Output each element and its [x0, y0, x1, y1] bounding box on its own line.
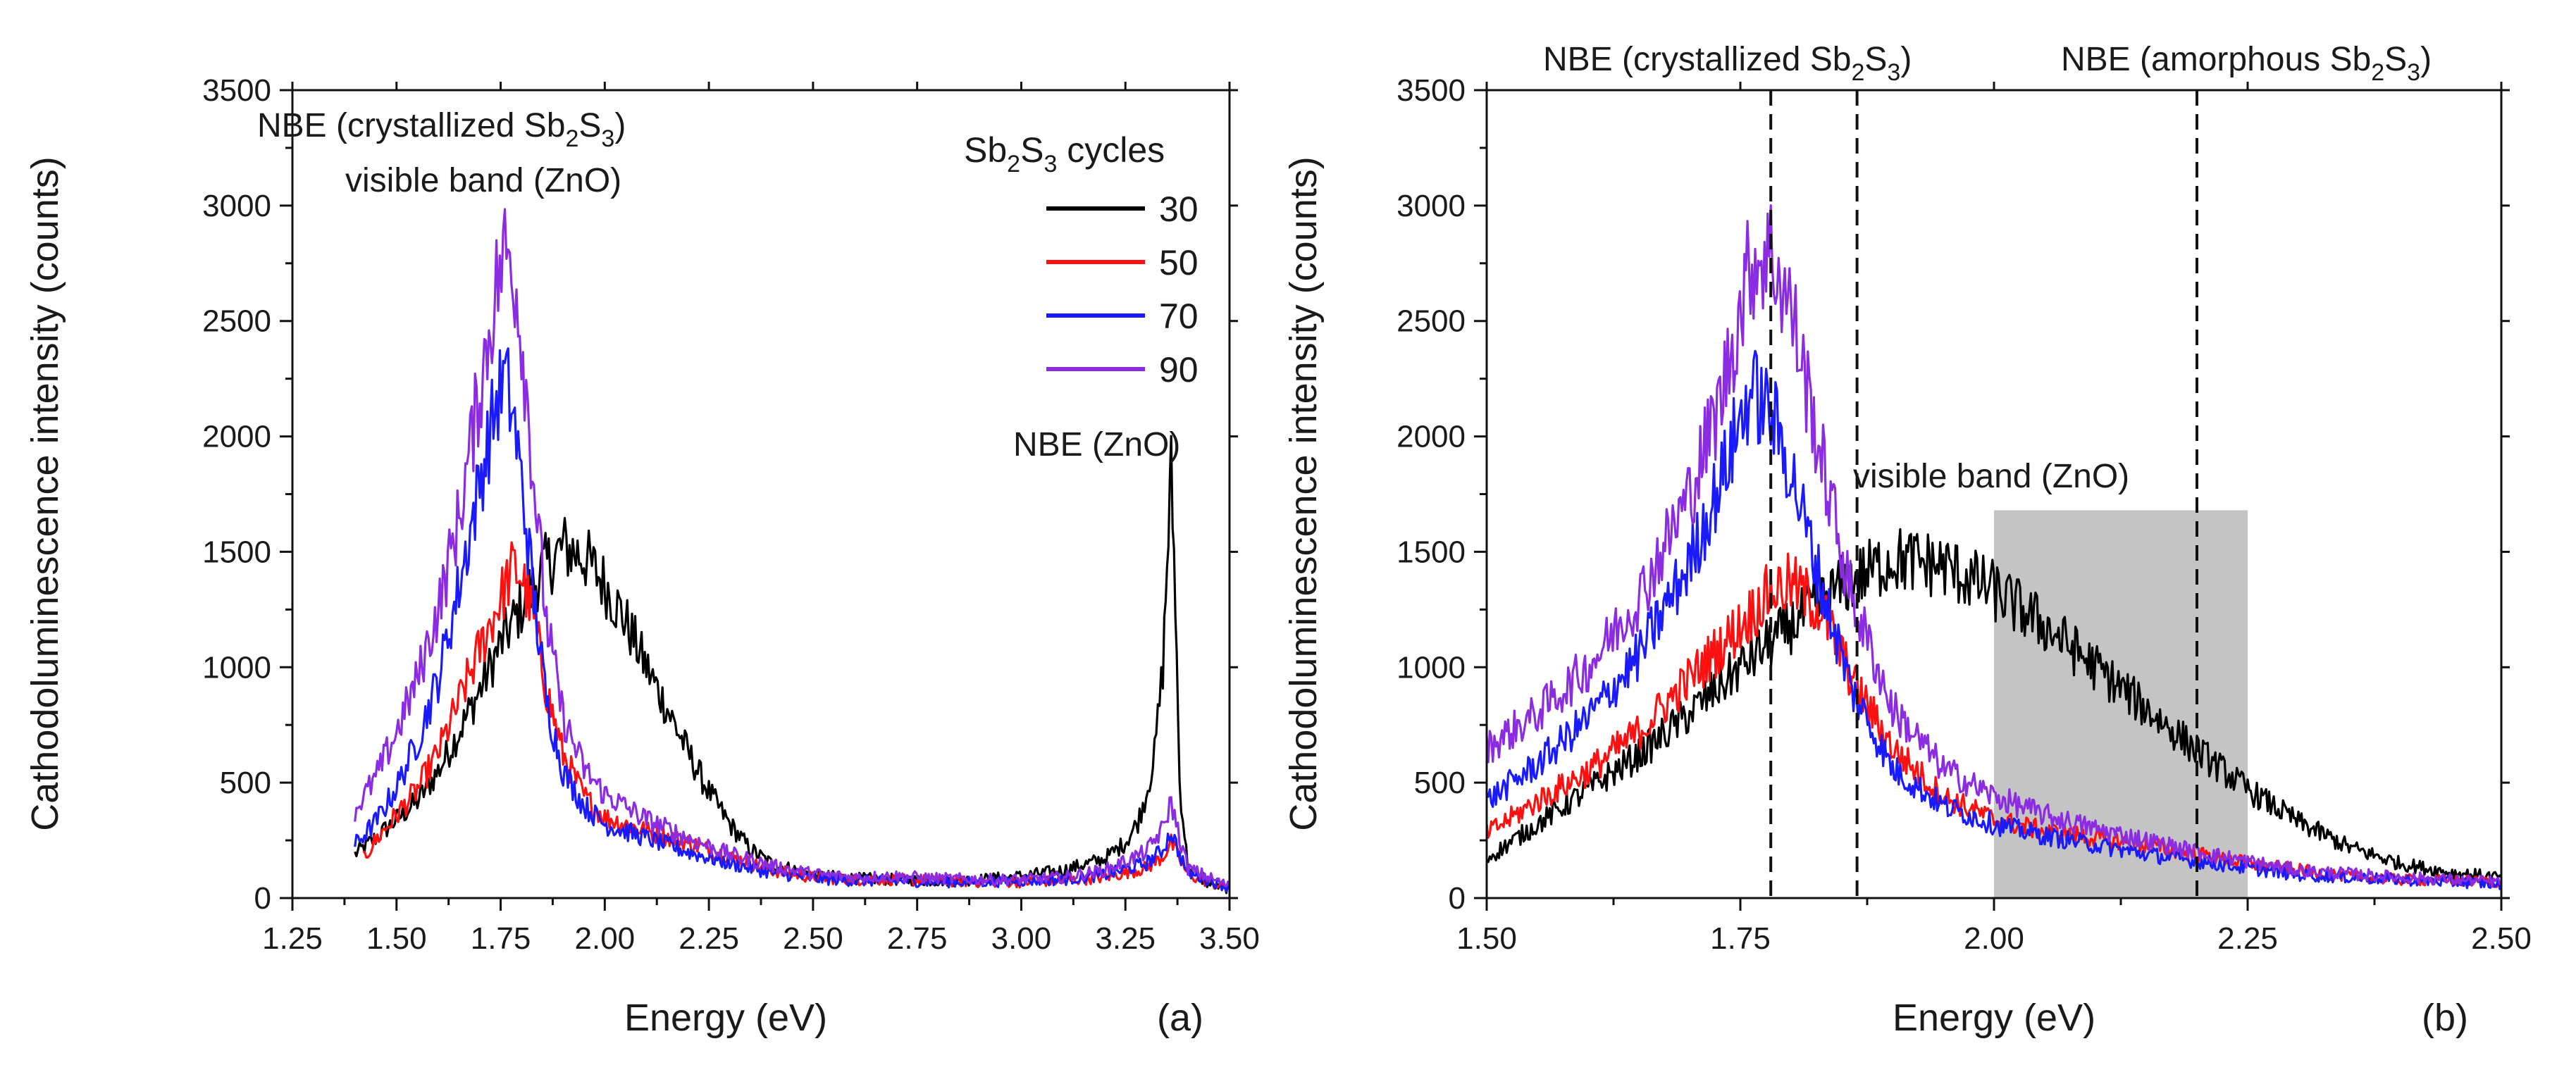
legend-label-30: 30 — [1159, 189, 1199, 229]
y-tick-label: 3500 — [1397, 73, 1466, 108]
panel-a-ticks: 1.25 1.50 1.75 2.00 2.25 2.50 2.75 3.00 3.25 3.50… — [202, 73, 1260, 956]
y-tick-label: 3000 — [202, 189, 271, 223]
x-tick-label: 2.50 — [783, 921, 843, 956]
y-tick-label: 3000 — [1397, 189, 1466, 223]
series-line-30 — [354, 435, 1231, 895]
y-tick-label: 1000 — [202, 650, 271, 685]
x-tick-label: 2.75 — [887, 921, 948, 956]
y-tick-label: 0 — [1449, 881, 1466, 916]
y-tick-label: 500 — [220, 766, 271, 800]
x-tick-label: 1.50 — [1456, 921, 1517, 956]
x-tick-label: 2.50 — [2471, 921, 2532, 956]
y-tick-label: 1500 — [1397, 535, 1466, 569]
x-tick-label: 1.75 — [471, 921, 531, 956]
panel-b-series — [1485, 204, 2503, 890]
x-tick-label: 2.00 — [1964, 921, 2024, 956]
panel-b-ylabel: Cathodoluminescence intensity (counts) — [1282, 156, 1325, 831]
series-line-50 — [362, 541, 1230, 891]
y-tick-label: 2500 — [1397, 304, 1466, 339]
series-line-90 — [354, 208, 1231, 888]
panel-b-annotation-nbe-crystallized: NBE (crystallized Sb2S3) — [1543, 41, 1912, 86]
panel-b: 1.50 1.75 2.00 2.25 2.50 0 500 1000 1500 2000 2500… — [1282, 41, 2532, 1039]
y-tick-label: 2500 — [202, 304, 271, 339]
x-tick-label: 1.50 — [366, 921, 427, 956]
x-tick-label: 2.25 — [2217, 921, 2278, 956]
series-line-50 — [1485, 552, 2502, 888]
legend-label-70: 70 — [1159, 297, 1199, 336]
panel-a-plot-frame — [291, 89, 1231, 899]
legend-title: Sb2S3 cycles — [964, 130, 1165, 178]
x-tick-label: 3.00 — [991, 921, 1052, 956]
panel-a-legend: Sb2S3 cycles 30 50 70 90 — [964, 130, 1199, 390]
x-tick-label: 3.25 — [1095, 921, 1156, 956]
panel-a-label: (a) — [1157, 997, 1203, 1039]
panel-b-annotation-visible-band: visible band (ZnO) — [1853, 458, 2129, 495]
y-tick-label: 0 — [254, 881, 271, 916]
panel-a-annotation-nbe-crystallized: NBE (crystallized Sb2S3) — [257, 107, 626, 152]
x-tick-label: 1.25 — [262, 921, 323, 956]
x-tick-label: 1.75 — [1710, 921, 1771, 956]
x-tick-label: 3.50 — [1199, 921, 1260, 956]
panel-b-xlabel: Energy (eV) — [1893, 997, 2095, 1039]
legend-label-50: 50 — [1159, 243, 1199, 282]
y-tick-label: 1000 — [1397, 650, 1466, 685]
y-tick-label: 3500 — [202, 73, 271, 108]
panel-a-xlabel: Energy (eV) — [624, 997, 827, 1039]
panel-a-series — [354, 208, 1231, 895]
series-line-90 — [1485, 204, 2503, 888]
y-tick-label: 2000 — [202, 420, 271, 454]
panel-a-ylabel: Cathodoluminescence intensity (counts) — [24, 156, 66, 831]
panel-a-annotation-visible-band: visible band (ZnO) — [345, 162, 621, 199]
y-tick-label: 500 — [1414, 766, 1466, 800]
series-line-30 — [1486, 528, 2503, 883]
panel-a-annotation-nbe-zno: NBE (ZnO) — [1013, 426, 1180, 463]
y-tick-label: 2000 — [1397, 420, 1466, 454]
legend-label-90: 90 — [1159, 350, 1199, 390]
panel-b-label: (b) — [2422, 997, 2468, 1039]
x-tick-label: 2.00 — [575, 921, 636, 956]
panel-a: 1.25 1.50 1.75 2.00 2.25 2.50 2.75 3.00 3.25 3.50… — [24, 73, 1260, 1039]
panel-b-annotation-nbe-amorphous: NBE (amorphous Sb2S3) — [2061, 41, 2432, 86]
x-tick-label: 2.25 — [679, 921, 739, 956]
y-tick-label: 1500 — [202, 535, 271, 569]
shaded-region — [1994, 510, 2248, 898]
panel-b-ticks: 1.50 1.75 2.00 2.25 2.50 0 500 1000 1500 2000 2500… — [1397, 73, 2532, 956]
